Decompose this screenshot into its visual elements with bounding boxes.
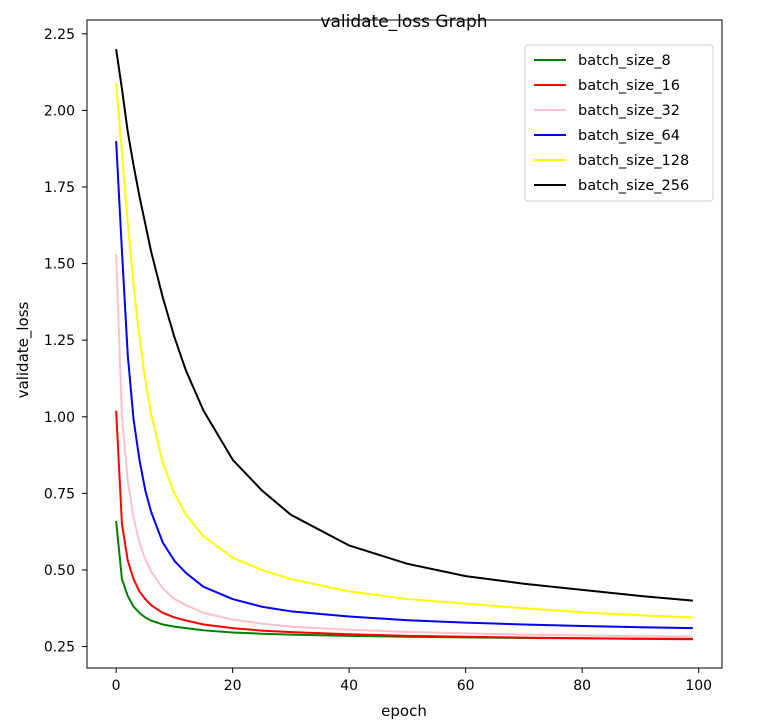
y-axis-label: validate_loss [14, 301, 33, 398]
y-tick-label: 1.00 [44, 410, 75, 426]
legend-label: batch_size_8 [578, 53, 671, 69]
plot-area-frame [86, 19, 723, 669]
x-tick-label: 0 [112, 678, 121, 694]
plot-lines [115, 48, 693, 641]
x-tick-label: 80 [573, 678, 591, 694]
y-tick-label: 2.25 [44, 27, 75, 43]
chart-title: validate_loss Graph [320, 12, 487, 32]
x-axis-label: epoch [381, 702, 427, 720]
y-tick-label: 1.25 [44, 333, 75, 349]
y-tick-label: 0.50 [44, 563, 75, 579]
legend-label: batch_size_16 [578, 78, 680, 94]
x-tick-label: 60 [457, 678, 475, 694]
series-line-batch-size-64 [115, 140, 693, 630]
x-tick-label: 100 [685, 678, 712, 694]
y-tick-label: 1.75 [44, 180, 75, 196]
series-line-batch-size-32 [115, 254, 693, 638]
legend-label: batch_size_256 [578, 178, 689, 194]
y-tick-label: 1.50 [44, 257, 75, 273]
x-axis-ticks: 0 20 40 60 80 100 [112, 668, 712, 694]
legend-label: batch_size_64 [578, 128, 680, 144]
y-tick-label: 2.00 [44, 103, 75, 119]
legend: batch_size_8 batch_size_16 batch_size_32ba… [524, 44, 714, 202]
series-line-batch-size-256 [115, 48, 693, 602]
series-line-batch-size-8 [115, 520, 693, 640]
series-line-batch-size-128 [115, 82, 693, 619]
y-tick-label: 0.25 [44, 640, 75, 656]
series-line-batch-size-16 [115, 410, 693, 641]
y-axis-ticks: 0.25 0.50 0.75 1.00 1.25 1.50 1.75 2.00 2.25 [44, 27, 87, 656]
x-tick-label: 20 [224, 678, 242, 694]
x-tick-label: 40 [340, 678, 358, 694]
legend-label: batch_size_128 [578, 153, 689, 169]
legend-frame [524, 44, 714, 202]
legend-label: batch_size_32 [578, 103, 680, 119]
y-tick-label: 0.75 [44, 486, 75, 502]
